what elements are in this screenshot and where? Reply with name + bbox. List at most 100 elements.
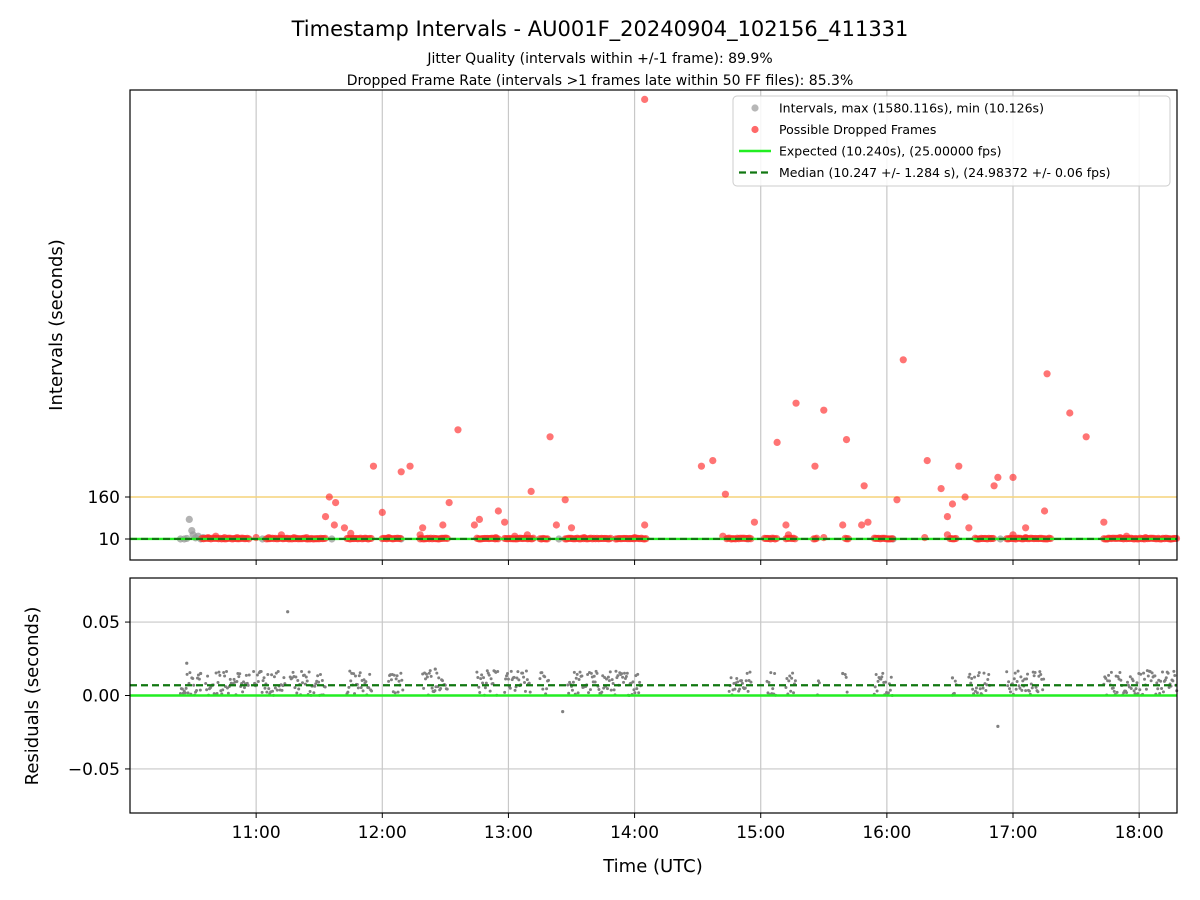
residual-point xyxy=(481,681,485,685)
dropped-frame-subtitle: Dropped Frame Rate (intervals >1 frames … xyxy=(347,73,854,89)
residual-point xyxy=(1155,681,1159,685)
residual-point xyxy=(221,688,225,692)
residual-point xyxy=(624,674,628,678)
legend-marker-dropped xyxy=(751,125,759,134)
dropped-frame-point xyxy=(494,507,502,515)
residual-point xyxy=(271,689,275,693)
residual-point xyxy=(509,669,513,673)
residual-point xyxy=(1018,686,1022,690)
residual-point xyxy=(621,675,625,679)
residual-point xyxy=(397,679,401,683)
residual-point xyxy=(185,661,189,665)
residual-point xyxy=(1132,689,1136,693)
residual-point xyxy=(353,674,357,678)
residual-point xyxy=(844,675,848,679)
residual-point xyxy=(1153,674,1157,678)
residual-point xyxy=(595,671,599,675)
residual-point xyxy=(841,671,845,676)
residual-point xyxy=(543,675,547,679)
residual-point xyxy=(631,680,635,684)
residual-point xyxy=(1111,686,1115,690)
residual-point xyxy=(578,670,582,674)
dropped-frame-point xyxy=(965,524,973,532)
residual-point xyxy=(483,686,487,690)
residual-point xyxy=(357,674,361,678)
residual-point xyxy=(1017,684,1021,688)
residual-point xyxy=(1115,690,1119,694)
residual-point xyxy=(475,670,479,674)
residual-point xyxy=(1131,679,1135,683)
residual-point xyxy=(843,672,847,676)
residual-point xyxy=(275,688,279,692)
dropped-frame-point xyxy=(937,485,945,493)
residual-point xyxy=(192,683,196,687)
residual-point xyxy=(512,675,516,679)
residual-point xyxy=(525,678,529,682)
residual-point xyxy=(300,670,304,674)
residual-point xyxy=(633,691,637,695)
residual-point xyxy=(611,682,615,686)
dropped-frame-point xyxy=(523,531,531,539)
residual-point xyxy=(362,678,366,682)
residual-point xyxy=(888,688,892,692)
dropped-frame-point xyxy=(893,496,901,504)
residual-point xyxy=(393,691,397,695)
residual-point xyxy=(1036,690,1040,694)
residual-point xyxy=(625,671,629,675)
residual-point xyxy=(237,675,241,679)
residual-point xyxy=(228,677,232,681)
residual-point xyxy=(255,673,259,677)
residual-point xyxy=(1027,689,1031,693)
residuals-ytick-label: 0.05 xyxy=(82,613,120,633)
dropped-frame-point xyxy=(1009,473,1017,481)
residual-point xyxy=(605,677,609,681)
residual-point xyxy=(218,673,222,677)
dropped-frame-point xyxy=(347,529,355,538)
residual-point xyxy=(610,678,614,682)
residual-point xyxy=(773,672,777,676)
residual-point xyxy=(1135,681,1139,685)
residual-point xyxy=(478,691,482,695)
residual-point xyxy=(1038,670,1042,674)
residual-point xyxy=(197,677,201,681)
dropped-frame-point xyxy=(439,521,447,529)
residual-point xyxy=(1007,680,1011,684)
residual-point xyxy=(215,691,219,695)
residual-point xyxy=(196,673,200,677)
residual-point xyxy=(1107,673,1111,677)
residual-point xyxy=(260,690,264,694)
residual-point xyxy=(433,689,437,693)
dropped-frame-point xyxy=(445,499,453,507)
dropped-frame-point xyxy=(961,493,969,501)
residual-point xyxy=(225,669,229,673)
residual-point xyxy=(435,671,439,675)
residual-point xyxy=(323,685,327,689)
residual-point xyxy=(632,688,636,692)
residual-point xyxy=(587,691,591,695)
intervals-axes-frame xyxy=(129,89,1178,561)
residual-point xyxy=(238,672,242,676)
residual-point xyxy=(977,671,981,675)
residual-point xyxy=(1012,677,1016,681)
residual-point xyxy=(589,671,593,675)
dropped-frame-point xyxy=(839,521,847,529)
residual-point xyxy=(571,680,575,684)
dropped-frame-point xyxy=(546,433,554,441)
residual-point xyxy=(523,680,527,684)
residual-point xyxy=(305,679,309,683)
dropped-frame-point xyxy=(994,473,1002,481)
residual-point xyxy=(424,672,428,676)
dropped-frame-point xyxy=(419,524,427,532)
dropped-frame-point xyxy=(1040,507,1049,515)
residual-point xyxy=(265,690,269,694)
residual-point xyxy=(348,669,352,673)
residual-point xyxy=(1039,673,1043,677)
dropped-frame-point xyxy=(1043,370,1051,378)
residual-point xyxy=(1020,688,1024,692)
residual-point xyxy=(1013,671,1017,675)
x-tick-label-18:00: 18:00 xyxy=(1115,823,1164,843)
residual-point xyxy=(744,679,748,683)
residual-point xyxy=(242,680,246,684)
residual-point xyxy=(1032,674,1036,678)
